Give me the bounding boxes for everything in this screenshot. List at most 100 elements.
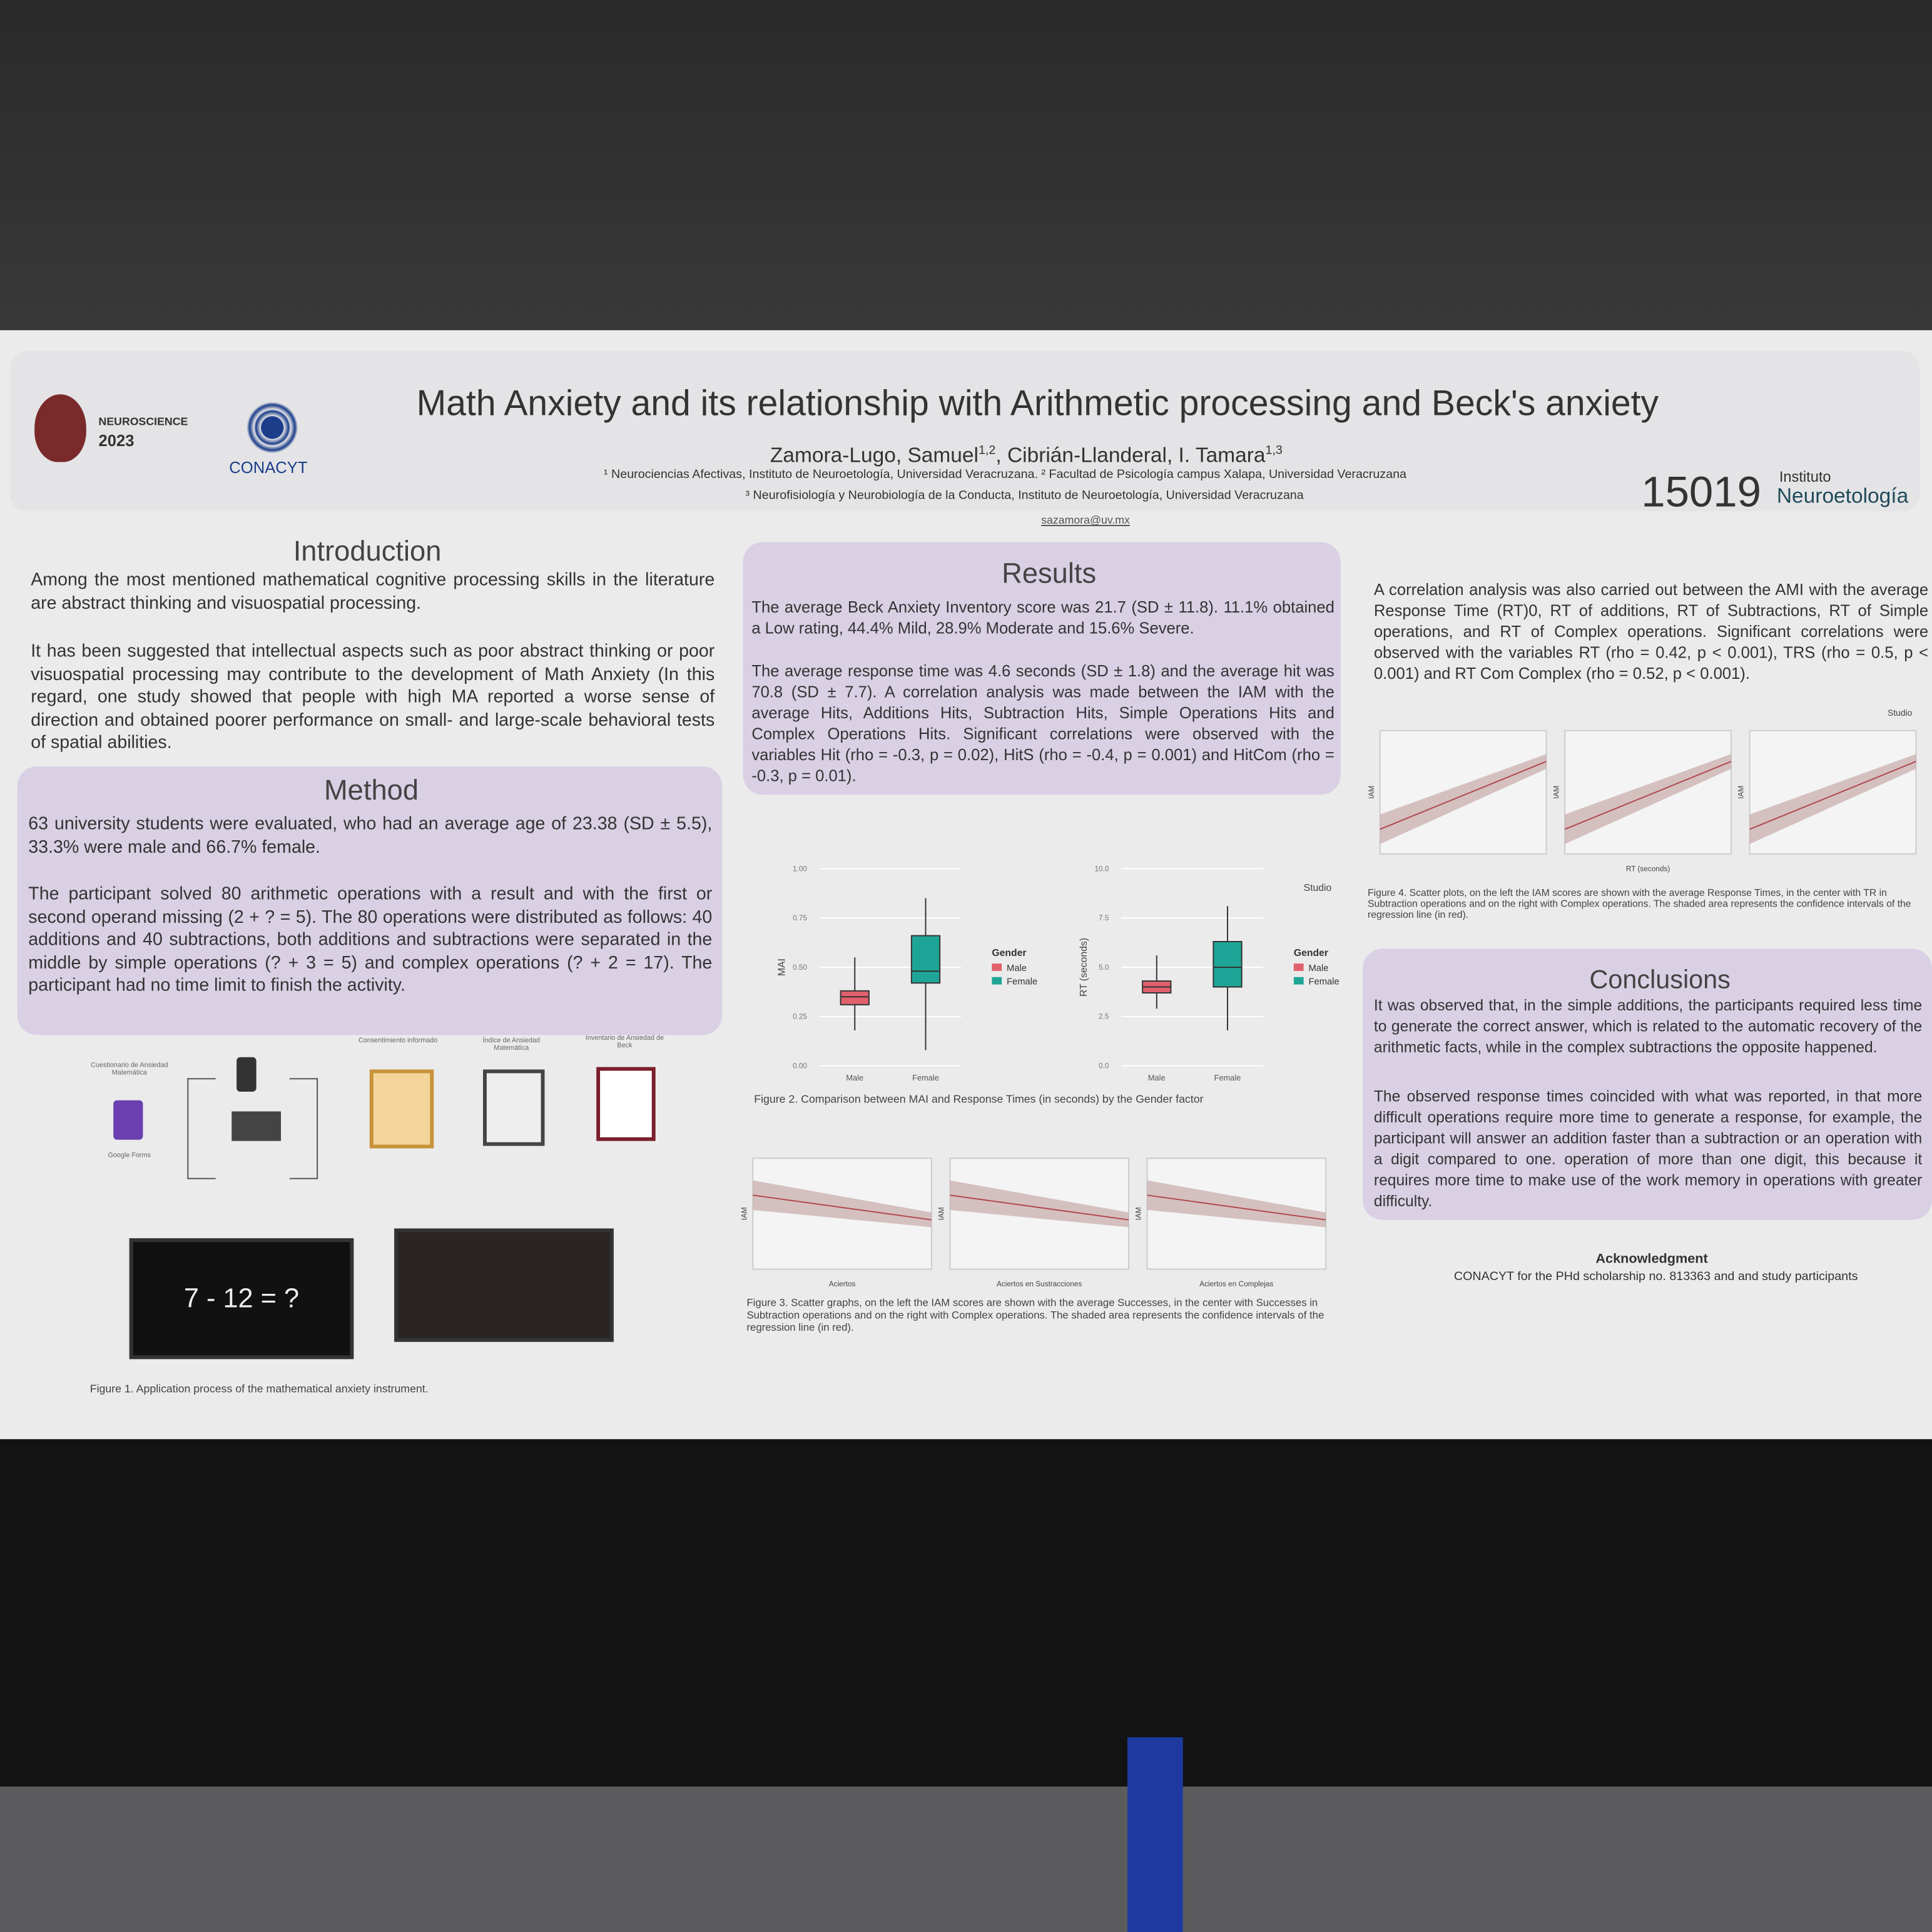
forms-icon bbox=[113, 1100, 143, 1140]
conclusions-panel bbox=[1363, 948, 1932, 1220]
neuro-logo bbox=[34, 394, 86, 462]
legend-swatch bbox=[1293, 963, 1304, 971]
y-tick-label: 5.0 bbox=[1099, 963, 1109, 972]
legend-label: Female bbox=[1007, 977, 1037, 987]
x-axis-label: Aciertos en Complejas bbox=[1199, 1279, 1273, 1288]
y-tick-label: 1.00 bbox=[793, 864, 807, 873]
checklist-icon bbox=[483, 1069, 545, 1146]
sponsor: CONACYT bbox=[229, 458, 308, 477]
paragraph: Among the most mentioned mathematical co… bbox=[31, 570, 715, 613]
institute: Instituto bbox=[1779, 468, 1831, 486]
regression-line bbox=[1147, 1194, 1326, 1221]
paragraph: 63 university students were evaluated, w… bbox=[28, 814, 713, 857]
heading: Introduction bbox=[293, 534, 442, 567]
legend-title: Gender bbox=[1294, 948, 1328, 958]
author: Zamora-Lugo, Samuel bbox=[770, 443, 979, 467]
form-icon bbox=[369, 1069, 434, 1149]
y-axis-label: RT (seconds) bbox=[1079, 938, 1089, 997]
conacyt-logo bbox=[246, 402, 298, 454]
regression-line bbox=[1749, 761, 1916, 830]
x-tick-label: Male bbox=[1148, 1073, 1166, 1082]
box bbox=[910, 935, 941, 984]
caption: Figure 1. Application process of the mat… bbox=[89, 1382, 429, 1395]
confidence-band bbox=[753, 1180, 932, 1228]
poster-number: 15019 bbox=[1641, 468, 1761, 517]
heading: Method bbox=[323, 773, 419, 806]
paragraph: It has been suggested that intellectual … bbox=[31, 642, 715, 753]
confidence-band bbox=[1565, 754, 1732, 845]
x-axis-label: RT (seconds) bbox=[1626, 864, 1670, 873]
paragraph: A correlation analysis was also carried … bbox=[1373, 580, 1929, 683]
x-tick-label: Female bbox=[912, 1073, 939, 1082]
figure-label: Inventario de Ansiedad de Beck bbox=[585, 1035, 664, 1050]
author-affil: 1,2 bbox=[978, 444, 996, 458]
legend-title: Gender bbox=[992, 948, 1026, 958]
legend-swatch bbox=[992, 963, 1002, 971]
method-panel bbox=[17, 766, 723, 1035]
x-tick-label: Male bbox=[846, 1073, 863, 1082]
y-tick-label: 0.50 bbox=[793, 963, 807, 972]
figure-label: Google Forms bbox=[108, 1152, 151, 1160]
figure-label: Cuestionario de Ansiedad Matemática bbox=[91, 1062, 168, 1077]
paragraph: The observed response times coincided wi… bbox=[1373, 1087, 1923, 1210]
y-tick-label: 10.0 bbox=[1094, 864, 1109, 873]
caption: Figure 2. Comparison between MAI and Res… bbox=[754, 1092, 1204, 1106]
author: Cibrián-Llanderal, I. Tamara bbox=[1007, 443, 1266, 467]
email: sazamora@uv.mx bbox=[1041, 514, 1130, 526]
y-tick-label: 0.0 bbox=[1099, 1061, 1109, 1070]
legend-label: Female bbox=[1309, 977, 1340, 987]
regression-line bbox=[753, 1194, 932, 1221]
watermark: Studio bbox=[1888, 709, 1913, 719]
header-band bbox=[9, 351, 1920, 512]
title: Math Anxiety and its relationship with A… bbox=[416, 384, 1659, 424]
x-axis-label: Aciertos bbox=[829, 1279, 856, 1288]
figure-label: Consentimiento informado bbox=[358, 1037, 438, 1045]
figure-2: 0.00 0.25 0.50 0.75 1.00 MAI Male Female Gender M… bbox=[777, 864, 1340, 1082]
legend-label: Male bbox=[1309, 963, 1329, 974]
heading: Results bbox=[1002, 557, 1097, 589]
figure-3: IAM Aciertos IAM Aciertos en Sustracciones I… bbox=[740, 1157, 1327, 1288]
legend-label: Male bbox=[1007, 963, 1027, 974]
authors: Zamora-Lugo, Samuel1,2, Cibrián-Llandera… bbox=[770, 443, 1283, 467]
confidence-band bbox=[1380, 754, 1547, 845]
y-axis-label: IAM bbox=[740, 1207, 748, 1220]
monitor bbox=[394, 1228, 614, 1342]
stand-leg bbox=[1127, 1737, 1183, 1932]
floor bbox=[0, 1786, 1932, 1932]
regression-line bbox=[1380, 761, 1547, 830]
y-tick-label: 2.5 bbox=[1099, 1012, 1109, 1021]
badge: NEUROSCIENCE bbox=[98, 415, 188, 428]
paragraph: The average response time was 4.6 second… bbox=[751, 661, 1335, 785]
results-panel bbox=[743, 542, 1341, 795]
x-axis-label: Aciertos en Sustracciones bbox=[997, 1279, 1082, 1288]
legend-swatch bbox=[992, 977, 1002, 985]
y-tick-label: 0.25 bbox=[793, 1012, 807, 1021]
paragraph: It was observed that, in the simple addi… bbox=[1373, 997, 1923, 1056]
figure-4: IAM IAM RT (seconds) IAM bbox=[1367, 730, 1917, 873]
paragraph: The participant solved 80 arithmetic ope… bbox=[28, 885, 713, 996]
y-tick-label: 7.5 bbox=[1099, 913, 1109, 922]
box bbox=[1213, 941, 1243, 988]
y-axis-label: IAM bbox=[1737, 786, 1746, 799]
bracket bbox=[187, 1078, 216, 1179]
phone-icon bbox=[236, 1057, 257, 1092]
y-tick-label: 0.75 bbox=[793, 913, 807, 922]
affiliation: ¹ Neurociencias Afectivas, Instituto de … bbox=[604, 468, 1407, 482]
author-affil: 1,3 bbox=[1265, 444, 1283, 458]
y-axis-label: IAM bbox=[1367, 786, 1376, 799]
watermark: Studio bbox=[1303, 882, 1332, 893]
x-tick-label: Female bbox=[1214, 1073, 1241, 1082]
y-axis-label: IAM bbox=[937, 1207, 946, 1220]
regression-line bbox=[950, 1194, 1129, 1221]
monitor: 7 - 12 = ? bbox=[129, 1238, 354, 1360]
caption: Figure 3. Scatter graphs, on the left th… bbox=[746, 1296, 1324, 1333]
wall bbox=[0, 0, 1932, 370]
y-tick-label: 0.00 bbox=[793, 1061, 807, 1070]
confidence-band bbox=[950, 1180, 1129, 1228]
legend-swatch bbox=[1293, 977, 1304, 985]
screen-text: 7 - 12 = ? bbox=[183, 1283, 300, 1314]
board bbox=[0, 1416, 1932, 1787]
y-axis-label: IAM bbox=[1134, 1207, 1143, 1220]
